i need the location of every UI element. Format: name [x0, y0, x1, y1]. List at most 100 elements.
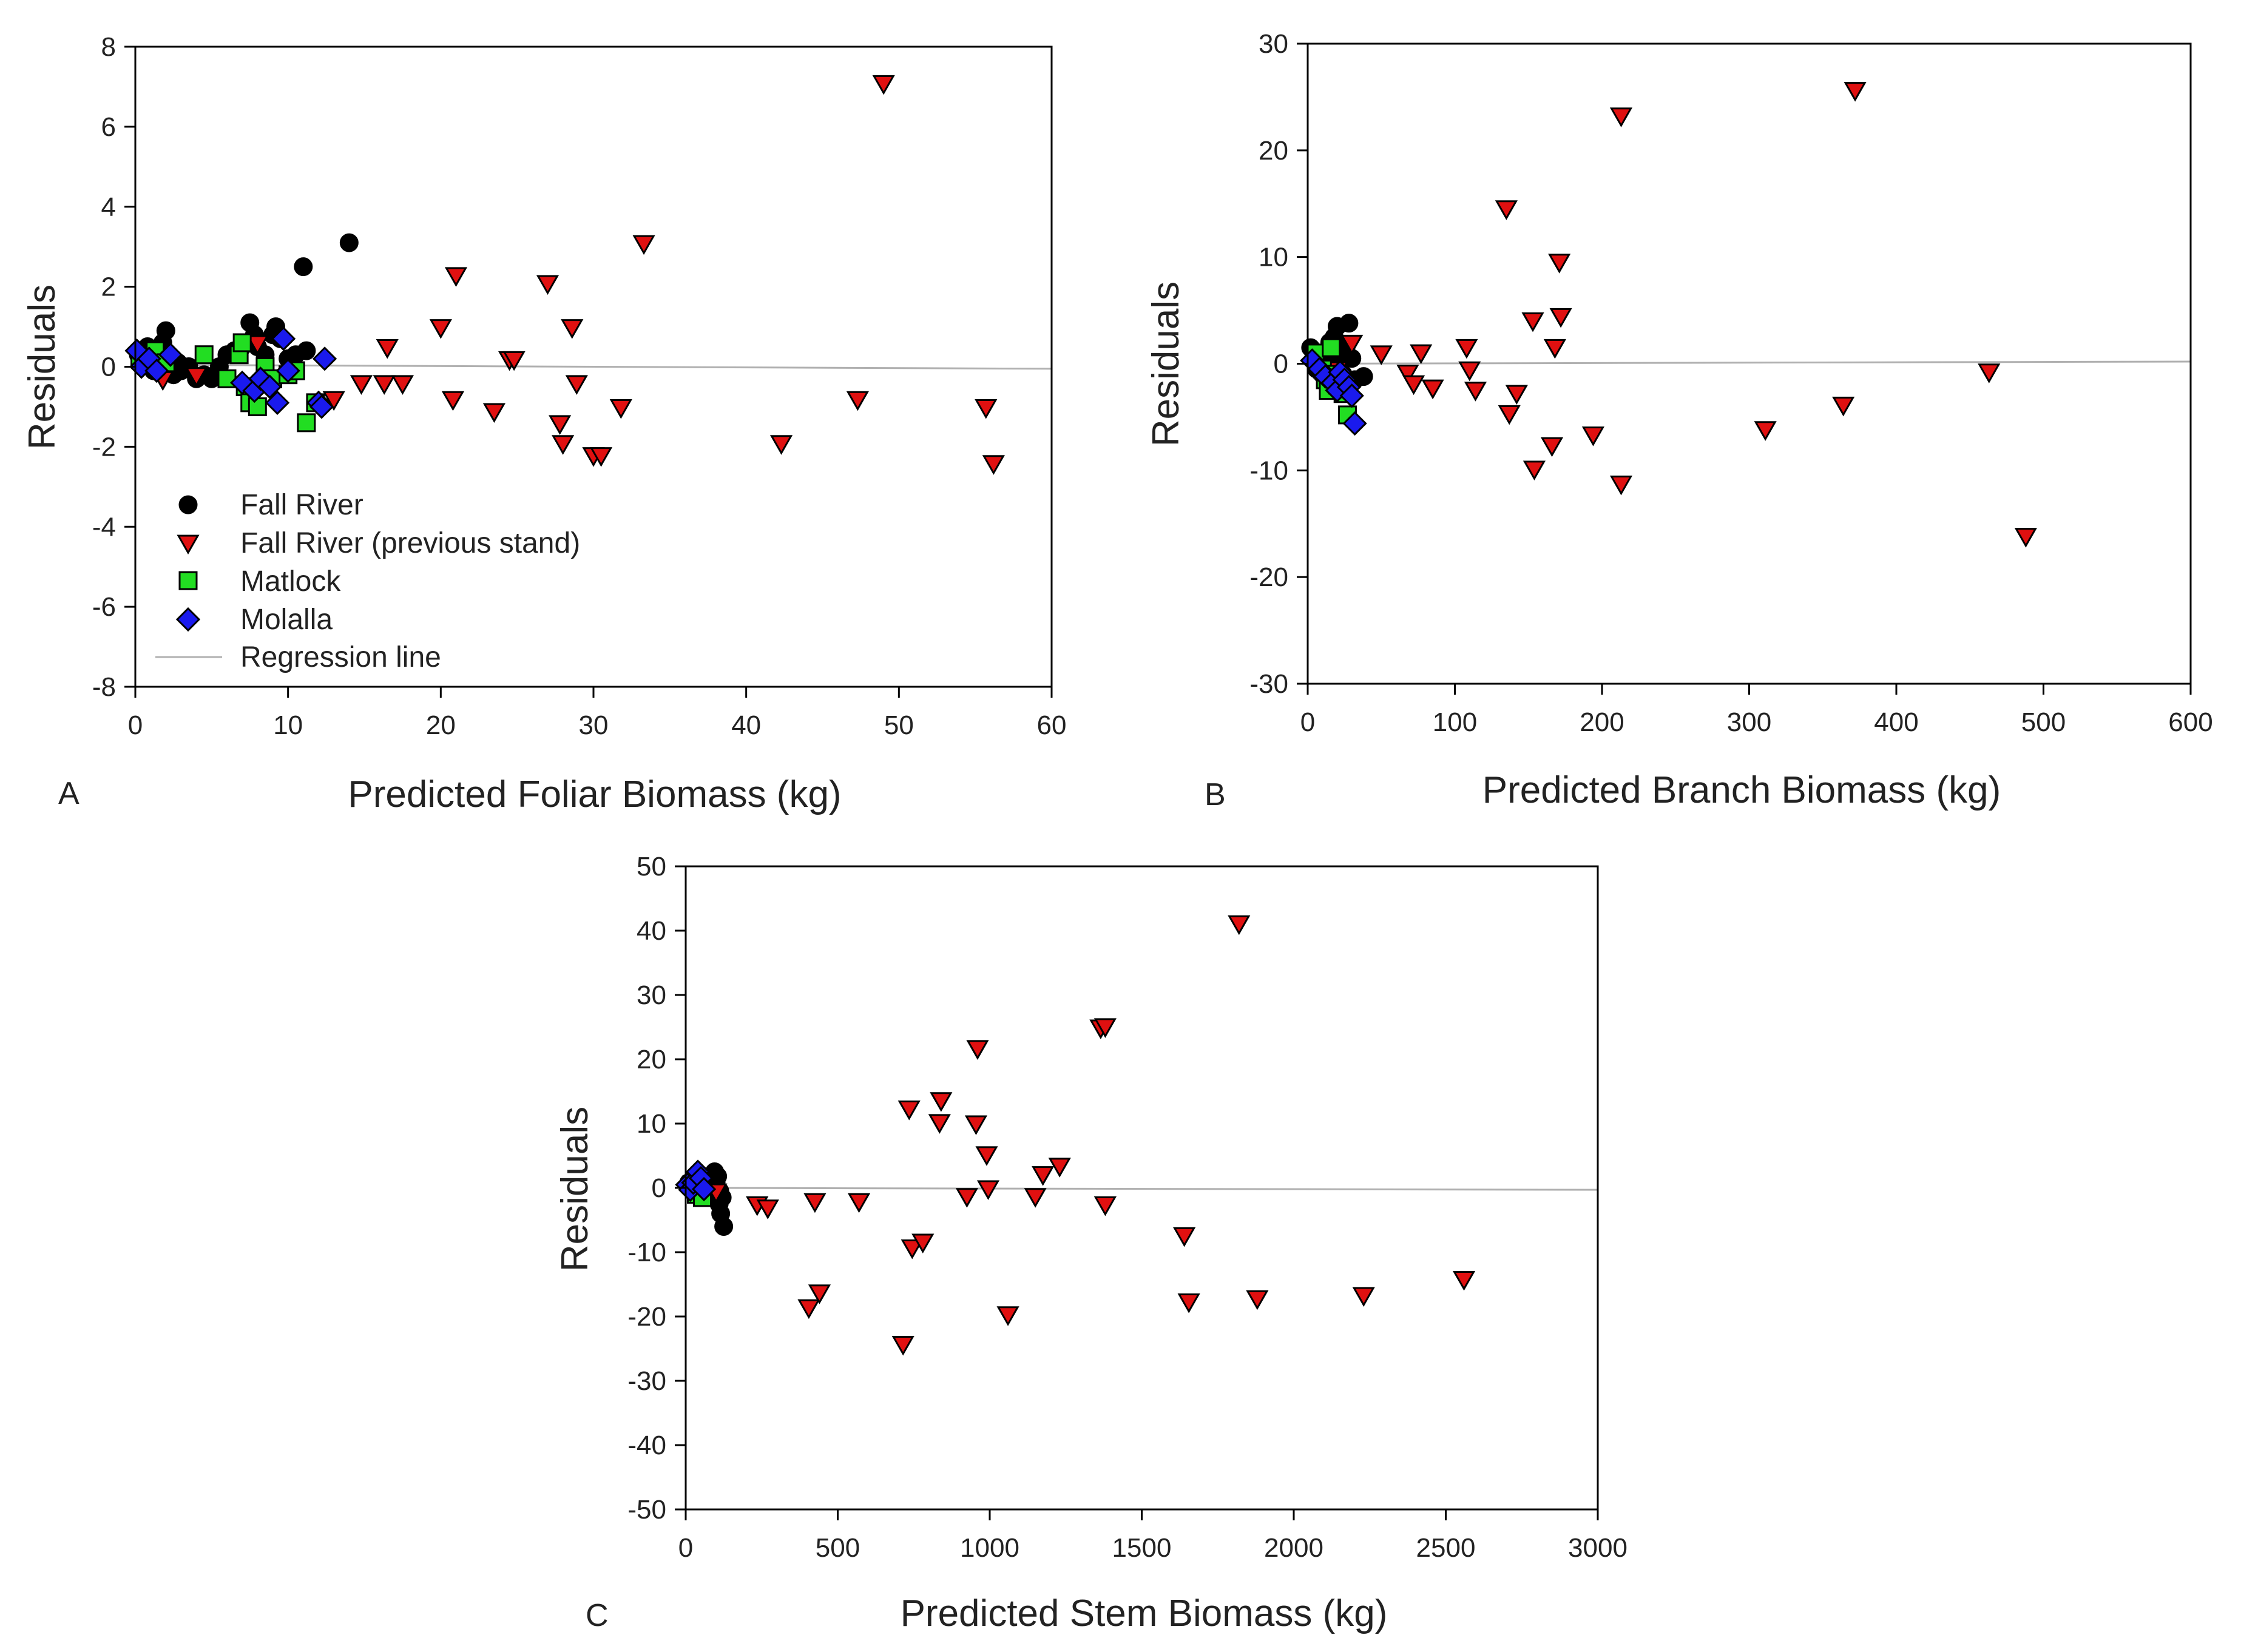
- panel-c-series-previous-stand: [705, 915, 1476, 1356]
- panel-c-point-previous-stand: [901, 1239, 924, 1259]
- panel-c-ticks: 0 500 1000 1500 2000 2500 3000 -50 -40 -30 -20 -10 0…: [627, 852, 1628, 1563]
- panel-a-y-tick-label: -6: [92, 592, 116, 622]
- panel-b-x-tick-label: 600: [2168, 707, 2212, 737]
- panel-b-x-tick-label: 100: [1433, 707, 1477, 737]
- panel-a-point-previous-stand: [565, 375, 588, 395]
- panel-a-ticks: 0 10 20 30 40 50 60 -8 -6 -4 -2 0 2 4 6 8: [92, 32, 1067, 740]
- panel-b-point-molalla: [1339, 383, 1364, 408]
- panel-c-y-tick-label: -10: [627, 1238, 666, 1267]
- panel-c-point-molalla: [691, 1176, 717, 1202]
- panel-a-x-tick-label: 30: [579, 710, 609, 740]
- panel-c-x-tick-label: 2500: [1416, 1533, 1476, 1563]
- panel-b-point-previous-stand: [1495, 200, 1518, 220]
- legend-marker-matlock: [178, 571, 198, 590]
- panel-a-point-matlock: [248, 397, 267, 416]
- panel-c-x-tick-label: 2000: [1264, 1533, 1323, 1563]
- panel-a-point-previous-stand: [502, 351, 526, 371]
- panel-b-x-tick-label: 300: [1727, 707, 1771, 737]
- panel-a-point-matlock: [232, 333, 252, 352]
- panel-a-point-previous-stand: [376, 339, 399, 359]
- panel-a-point-molalla: [271, 326, 296, 351]
- panel-b-y-tick-label: 10: [1259, 243, 1288, 272]
- panel-a-point-previous-stand: [552, 435, 575, 455]
- panel-c-x-tick-label: 500: [816, 1533, 860, 1563]
- panel-a-point-molalla: [158, 342, 183, 367]
- panel-b-y-tick-label: 0: [1274, 349, 1288, 379]
- panel-a-point-previous-stand: [872, 75, 895, 95]
- panel-c-point-previous-stand: [1452, 1270, 1476, 1291]
- panel-c-point-previous-stand: [1173, 1227, 1196, 1247]
- panel-c-y-tick-label: 20: [637, 1045, 666, 1074]
- panel-b-point-previous-stand: [1581, 426, 1605, 447]
- panel-a-y-tick-label: -4: [92, 512, 116, 542]
- panel-b-point-previous-stand: [1540, 437, 1564, 457]
- panel-b-point-previous-stand: [1978, 363, 2001, 383]
- panel-c-y-tick-label: -30: [627, 1366, 666, 1396]
- panel-a-point-previous-stand: [561, 319, 584, 339]
- panel-b-point-previous-stand: [1410, 344, 1433, 365]
- panel-b-point-previous-stand: [1498, 405, 1521, 425]
- panel-a-point-matlock: [194, 345, 214, 365]
- panel-a-x-tick-label: 60: [1037, 710, 1067, 740]
- panel-b-point-previous-stand: [1548, 254, 1571, 274]
- panel-a-y-tick-label: -8: [92, 672, 116, 702]
- panel-a-point-previous-stand: [429, 319, 452, 339]
- panel-c-point-previous-stand: [1032, 1166, 1055, 1186]
- panel-b-point-previous-stand: [1458, 361, 1481, 382]
- panel-a-point-previous-stand: [441, 391, 465, 411]
- panel-b-y-tick-label: -10: [1249, 456, 1288, 485]
- panel-b-point-fall-river: [1339, 314, 1359, 333]
- panel-a-y-tick-label: 2: [101, 272, 116, 302]
- panel-a-point-molalla: [257, 374, 282, 399]
- panel-a-point-molalla: [265, 390, 290, 415]
- panel-b-y-axis-title: Residuals: [1145, 282, 1187, 447]
- panel-a-point-molalla: [144, 358, 169, 383]
- panel-b-point-previous-stand: [1832, 396, 1855, 417]
- panel-a-point-matlock: [229, 345, 249, 365]
- panel-a-point-previous-stand: [391, 375, 414, 395]
- panel-a-point-fall-river: [294, 257, 313, 277]
- panel-b-point-previous-stand: [1521, 312, 1544, 332]
- panel-b-x-tick-label: 0: [1300, 707, 1315, 737]
- panel-c-point-previous-stand: [996, 1306, 1019, 1326]
- panel-c-y-tick-label: -50: [627, 1495, 666, 1525]
- panel-c-point-previous-stand: [1024, 1188, 1047, 1208]
- legend-item-previous-stand: Fall River (previous stand): [177, 527, 580, 559]
- panel-a-point-previous-stand: [482, 403, 506, 423]
- panel-a-point-previous-stand: [373, 375, 396, 395]
- panel-c-point-previous-stand: [955, 1188, 979, 1208]
- panel-c-point-previous-stand: [1352, 1287, 1375, 1307]
- panel-b-y-tick-label: -20: [1249, 562, 1288, 592]
- panel-a-x-tick-label: 40: [731, 710, 761, 740]
- legend-marker-previous-stand: [177, 534, 200, 555]
- panel-c-x-axis-title: Predicted Stem Biomass (kg): [901, 1593, 1388, 1634]
- panel-a-y-tick-label: 0: [101, 352, 116, 382]
- panel-a-point-previous-stand: [549, 415, 572, 435]
- panel-b-point-previous-stand: [1340, 334, 1364, 355]
- panel-c-point-previous-stand: [808, 1284, 831, 1304]
- panel-b-point-previous-stand: [1609, 475, 1633, 496]
- panel-a-series-previous-stand: [151, 75, 1005, 475]
- panel-a-point-molalla: [312, 346, 337, 371]
- panel-a-point-previous-stand: [769, 435, 793, 455]
- panel-a-point-previous-stand: [975, 399, 998, 419]
- panel-b-point-previous-stand: [1609, 107, 1633, 127]
- panel-b-regression-line: [1307, 360, 2191, 365]
- panel-c-point-previous-stand: [975, 1146, 998, 1166]
- panel-b-point-previous-stand: [1396, 365, 1419, 385]
- panel-a-series-molalla: [124, 326, 337, 419]
- panel-b-x-tick-label: 500: [2021, 707, 2066, 737]
- panel-c-point-previous-stand: [1093, 1018, 1117, 1038]
- panel-a-x-tick-label: 10: [273, 710, 303, 740]
- panel-b-y-tick-label: 30: [1259, 29, 1288, 59]
- panel-c-point-previous-stand: [891, 1336, 914, 1356]
- panel-c-point-previous-stand: [1228, 915, 1251, 936]
- panel-b-marks: [1300, 82, 2191, 548]
- panel-a-y-axis-title: Residuals: [21, 285, 63, 450]
- panel-a-x-tick-label: 20: [426, 710, 456, 740]
- panel-b-point-previous-stand: [1844, 82, 1867, 102]
- panel-c-marks: [675, 915, 1598, 1356]
- panel-a-point-molalla: [275, 358, 300, 383]
- panel-c-point-previous-stand: [930, 1092, 953, 1112]
